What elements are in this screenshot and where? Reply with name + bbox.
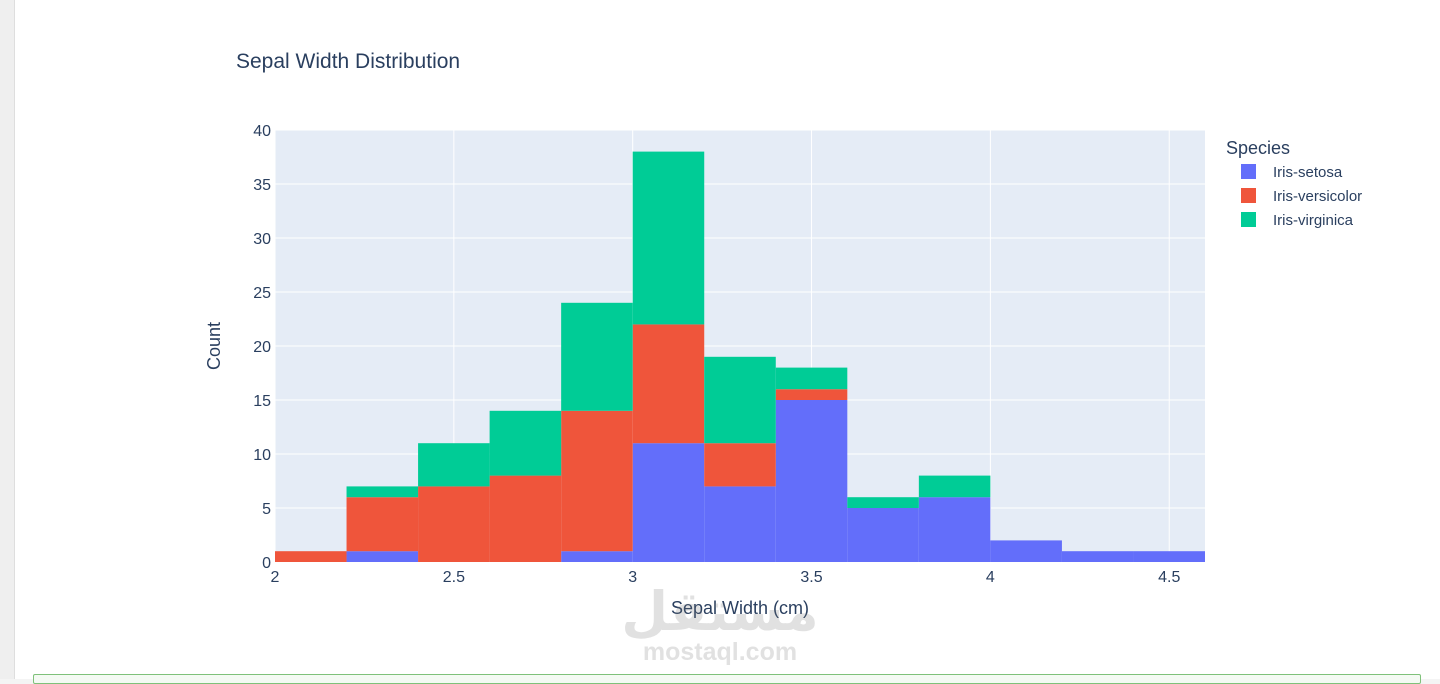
bar-iris-setosa xyxy=(847,508,919,562)
legend-swatch xyxy=(1241,164,1256,179)
x-tick-label: 2.5 xyxy=(443,569,465,586)
legend-item-iris-versicolor[interactable]: Iris-versicolor xyxy=(1241,188,1362,205)
bars xyxy=(275,151,1205,562)
bar-iris-virginica xyxy=(847,497,919,508)
y-axis-title: Count xyxy=(204,322,224,370)
y-ticks: 0 5 10 15 20 25 30 35 40 xyxy=(253,123,271,572)
legend-label: Iris-versicolor xyxy=(1273,188,1362,205)
watermark-latin: mostaql.com xyxy=(643,638,797,666)
left-margin-strip xyxy=(0,0,15,679)
y-tick-label: 15 xyxy=(253,393,271,410)
bar-iris-setosa xyxy=(1061,551,1134,562)
bar-iris-setosa xyxy=(1133,551,1205,562)
bar-iris-setosa xyxy=(775,400,848,562)
legend-label: Iris-virginica xyxy=(1273,212,1354,229)
x-ticks: 2 2.5 3 3.5 4 4.5 xyxy=(271,569,1181,586)
x-tick-label: 3 xyxy=(628,569,637,586)
bar-iris-versicolor xyxy=(418,486,490,562)
bar-iris-versicolor xyxy=(561,410,633,552)
y-tick-label: 25 xyxy=(253,285,271,302)
bar-iris-virginica xyxy=(704,356,776,444)
bar-iris-virginica xyxy=(489,410,562,476)
bar-iris-setosa xyxy=(632,443,705,562)
x-axis-title: Sepal Width (cm) xyxy=(671,598,809,618)
y-tick-label: 10 xyxy=(253,447,271,464)
bar-iris-versicolor xyxy=(704,443,776,487)
watermark-arabic: مستقل xyxy=(621,582,819,642)
legend-title: Species xyxy=(1226,138,1290,158)
bar-iris-virginica xyxy=(918,475,991,498)
bar-iris-virginica xyxy=(775,367,848,390)
y-tick-label: 30 xyxy=(253,231,271,248)
bar-iris-virginica xyxy=(632,151,705,325)
bar-iris-setosa xyxy=(918,497,991,562)
y-tick-label: 20 xyxy=(253,339,271,356)
bar-iris-versicolor xyxy=(632,324,705,444)
bar-iris-versicolor xyxy=(489,475,562,562)
x-tick-label: 4 xyxy=(986,569,995,586)
bar-iris-setosa xyxy=(704,486,776,562)
bar-iris-versicolor xyxy=(775,389,848,400)
bar-iris-virginica xyxy=(418,443,490,487)
mostaql-watermark: مستقل mostaql.com xyxy=(621,582,819,666)
y-tick-label: 0 xyxy=(262,555,271,572)
legend-label: Iris-setosa xyxy=(1273,164,1343,181)
legend-swatch xyxy=(1241,212,1256,227)
y-tick-label: 40 xyxy=(253,123,271,140)
y-tick-label: 35 xyxy=(253,177,271,194)
bar-iris-versicolor xyxy=(346,497,419,552)
chart-title: Sepal Width Distribution xyxy=(236,50,460,73)
x-tick-label: 2 xyxy=(271,569,280,586)
bar-iris-setosa xyxy=(346,551,419,562)
bar-iris-versicolor xyxy=(275,551,347,562)
legend-swatch xyxy=(1241,188,1256,203)
bar-iris-virginica xyxy=(346,486,419,498)
y-tick-label: 5 xyxy=(262,501,271,518)
x-tick-label: 3.5 xyxy=(800,569,822,586)
x-tick-label: 4.5 xyxy=(1158,569,1180,586)
legend-item-iris-setosa[interactable]: Iris-setosa xyxy=(1241,164,1343,181)
legend-item-iris-virginica[interactable]: Iris-virginica xyxy=(1241,212,1354,229)
legend: Species Iris-setosa Iris-versicolor Iris-v… xyxy=(1226,138,1362,229)
bar-iris-setosa xyxy=(561,551,633,562)
bar-iris-setosa xyxy=(990,540,1062,562)
bar-iris-virginica xyxy=(561,302,633,411)
